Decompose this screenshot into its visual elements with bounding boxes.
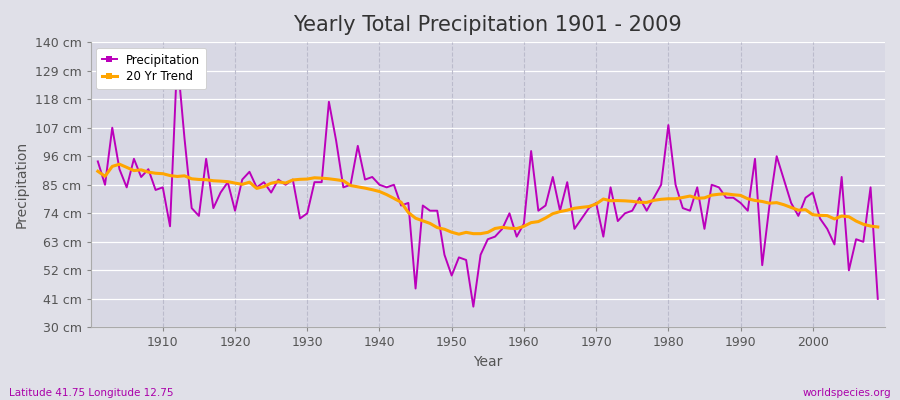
Title: Yearly Total Precipitation 1901 - 2009: Yearly Total Precipitation 1901 - 2009 [293,15,682,35]
Text: Latitude 41.75 Longitude 12.75: Latitude 41.75 Longitude 12.75 [9,388,174,398]
Legend: Precipitation, 20 Yr Trend: Precipitation, 20 Yr Trend [96,48,206,89]
X-axis label: Year: Year [473,355,502,369]
Text: worldspecies.org: worldspecies.org [803,388,891,398]
Y-axis label: Precipitation: Precipitation [15,141,29,228]
